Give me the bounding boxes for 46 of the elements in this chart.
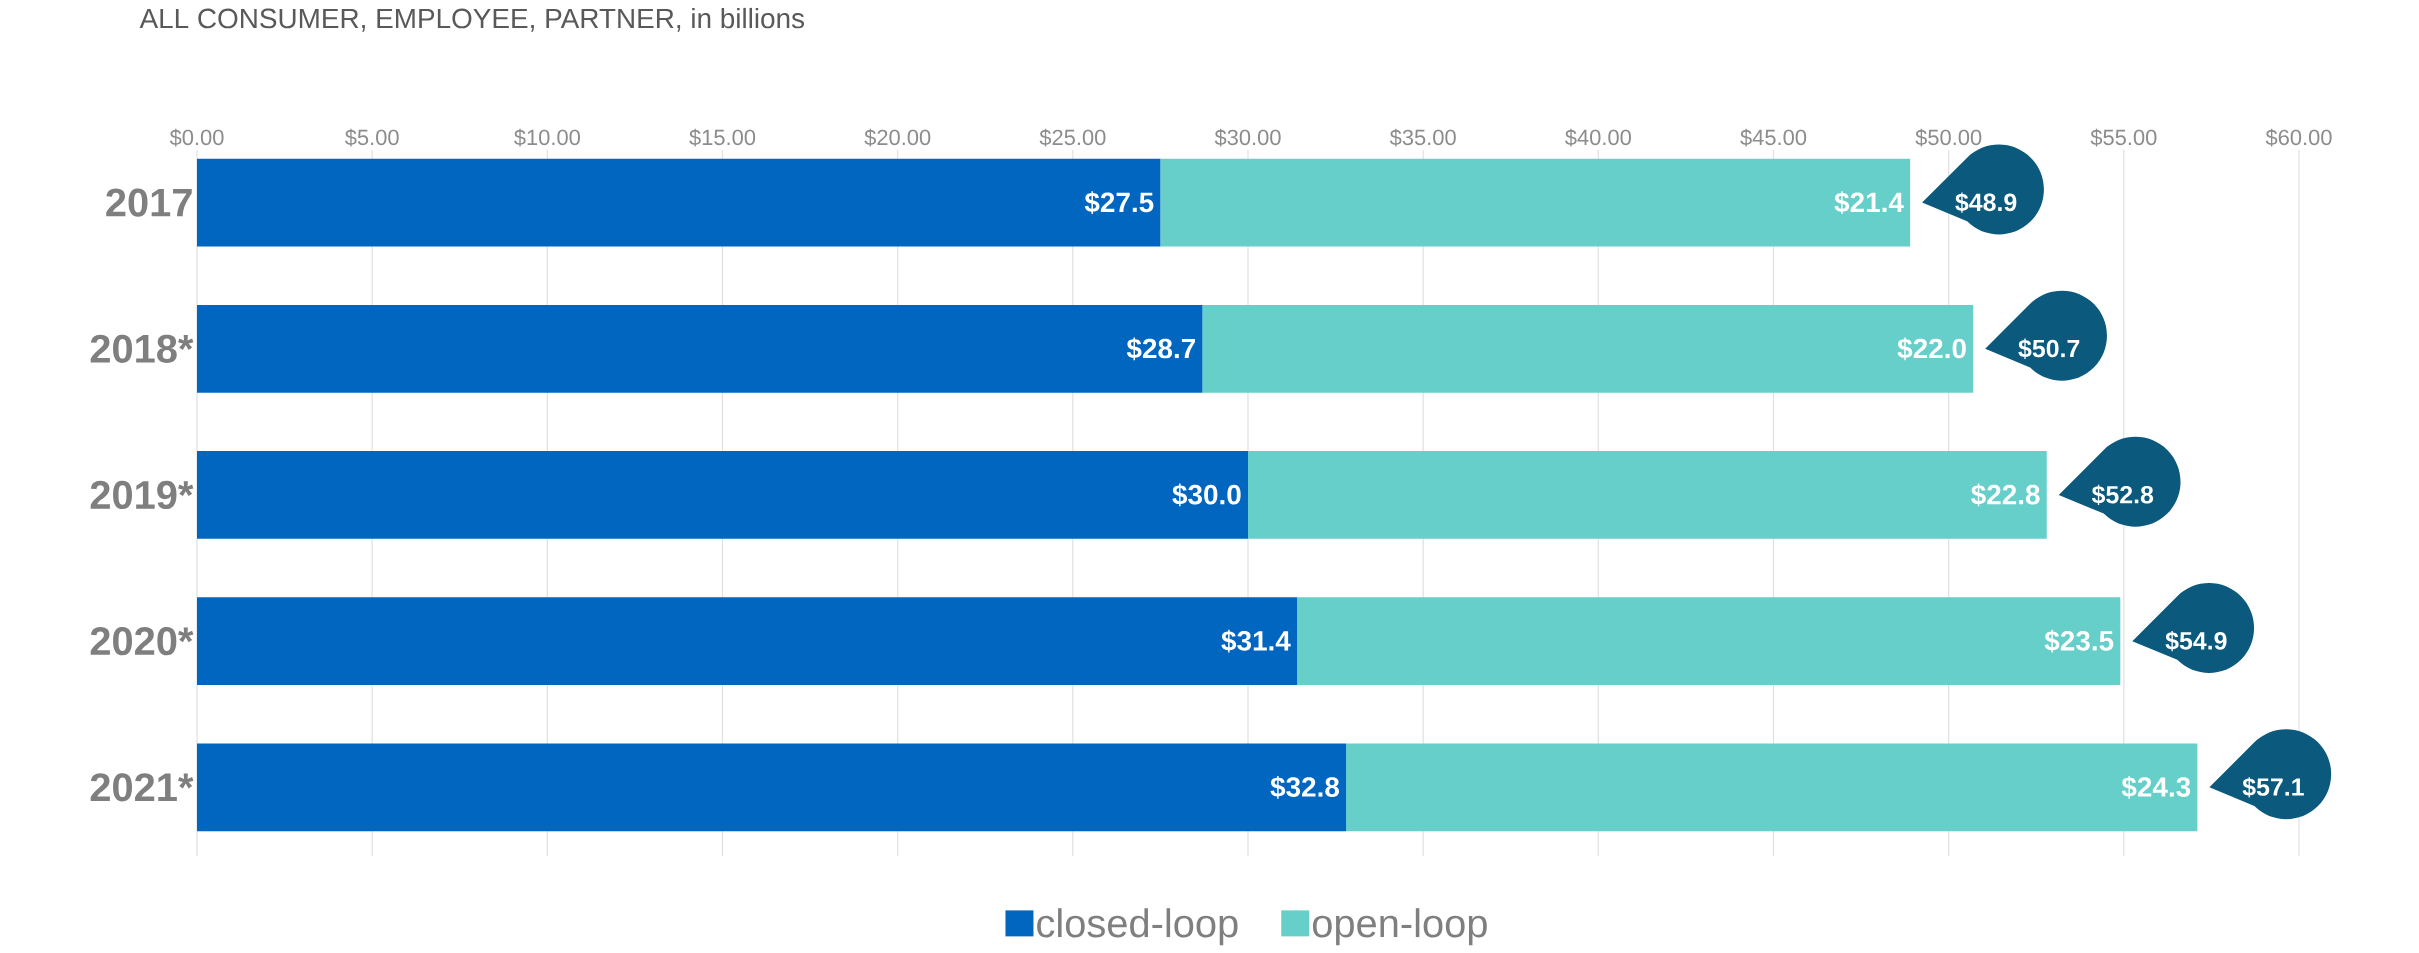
x-tick-label: $0.00	[169, 128, 224, 147]
data-label: $23.5	[2044, 629, 2114, 653]
bar	[197, 158, 1161, 247]
x-tick-label: $10.00	[514, 128, 580, 147]
y-tick-label: 2019*	[90, 480, 194, 510]
x-tick-label: $5.00	[344, 128, 399, 147]
bar	[197, 743, 1347, 832]
x-tick-label: $20.00	[864, 128, 931, 147]
y-tick-label: 2018*	[90, 334, 194, 363]
x-tick-label: $30.00	[1214, 128, 1281, 147]
y-tick-label: 2017	[106, 188, 192, 217]
total-label: $50.7	[2018, 338, 2080, 359]
data-label: $32.8	[1270, 775, 1340, 799]
data-label: $22.8	[1971, 483, 2040, 507]
data-label: $31.4	[1221, 629, 1291, 653]
data-label: $27.5	[1084, 191, 1154, 214]
y-tick-label: 2020*	[90, 627, 194, 656]
data-label: $22.0	[1897, 337, 1966, 361]
bar	[1202, 304, 1974, 393]
x-tick-label: $45.00	[1740, 128, 1807, 147]
bar	[1346, 743, 2198, 832]
bar	[197, 597, 1298, 685]
x-tick-label: $35.00	[1389, 128, 1456, 147]
data-label: $28.7	[1126, 337, 1196, 361]
x-tick-label: $55.00	[2090, 128, 2157, 147]
x-tick-label: $40.00	[1565, 128, 1631, 147]
bar	[1297, 597, 2121, 685]
total-label: $54.9	[2165, 630, 2227, 652]
data-label: $24.3	[2121, 775, 2191, 799]
legend-label: closed-loop	[1037, 908, 1238, 946]
bar	[1160, 158, 1911, 247]
bar	[1247, 451, 2047, 539]
x-tick-label: $50.00	[1915, 128, 1982, 147]
data-label: $21.4	[1834, 191, 1904, 214]
x-tick-label: $60.00	[2265, 128, 2332, 147]
x-tick-label: $15.00	[689, 128, 756, 147]
total-label: $57.1	[2242, 777, 2304, 798]
total-label: $48.9	[1955, 192, 2017, 213]
legend-label: open-loop	[1312, 908, 1487, 946]
x-tick-label: $25.00	[1039, 128, 1106, 147]
y-tick-label: 2021*	[90, 773, 194, 802]
bar	[197, 304, 1203, 393]
data-label: $30.0	[1172, 483, 1241, 507]
chart-title: ALL CONSUMER, EMPLOYEE, PARTNER, in billions	[139, 7, 805, 32]
bar	[197, 451, 1248, 539]
total-label: $52.8	[2091, 484, 2154, 506]
